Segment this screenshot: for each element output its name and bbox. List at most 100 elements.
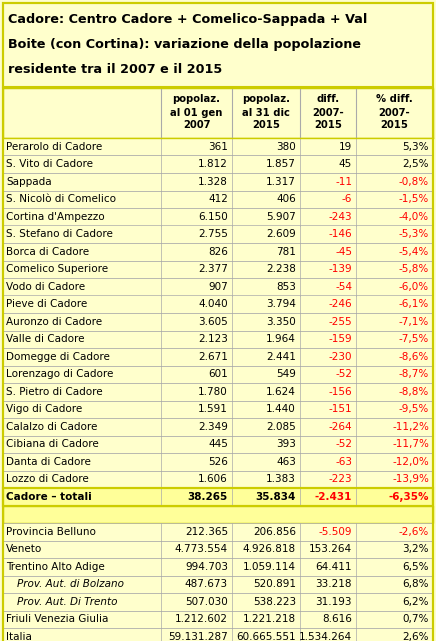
Text: 2.671: 2.671 xyxy=(198,352,228,362)
Bar xyxy=(3,173,433,190)
Bar xyxy=(3,243,433,260)
Bar xyxy=(3,313,433,331)
Text: Vodo di Cadore: Vodo di Cadore xyxy=(6,282,85,292)
Bar xyxy=(3,331,433,348)
Text: 1.383: 1.383 xyxy=(266,474,296,484)
Text: 35.834: 35.834 xyxy=(255,492,296,502)
Text: 2.123: 2.123 xyxy=(198,334,228,344)
Text: -45: -45 xyxy=(335,247,352,257)
Text: popolaz.: popolaz. xyxy=(242,94,290,104)
Text: -159: -159 xyxy=(328,334,352,344)
Text: 31.193: 31.193 xyxy=(316,597,352,607)
Text: Boite (con Cortina): variazione della popolazione: Boite (con Cortina): variazione della po… xyxy=(8,38,361,51)
Text: diff.: diff. xyxy=(317,94,340,104)
Text: 6.150: 6.150 xyxy=(198,212,228,222)
Text: Borca di Cadore: Borca di Cadore xyxy=(6,247,89,257)
Text: 826: 826 xyxy=(208,247,228,257)
Text: 4.926.818: 4.926.818 xyxy=(243,544,296,554)
Text: 3.605: 3.605 xyxy=(198,317,228,327)
Text: -6: -6 xyxy=(342,194,352,204)
Bar xyxy=(3,278,433,296)
Text: Trentino Alto Adige: Trentino Alto Adige xyxy=(6,562,105,572)
Bar xyxy=(3,593,433,610)
Text: 1.591: 1.591 xyxy=(198,404,228,414)
Text: 445: 445 xyxy=(208,439,228,449)
Bar xyxy=(3,576,433,593)
Text: Prov. Aut. di Bolzano: Prov. Aut. di Bolzano xyxy=(17,579,124,589)
Bar xyxy=(3,610,433,628)
Text: -7,1%: -7,1% xyxy=(399,317,429,327)
Text: 2007-: 2007- xyxy=(379,108,410,117)
Text: -4,0%: -4,0% xyxy=(399,212,429,222)
Text: 1.812: 1.812 xyxy=(198,159,228,169)
Text: 2015: 2015 xyxy=(381,121,409,131)
Text: -63: -63 xyxy=(335,457,352,467)
Text: Pieve di Cadore: Pieve di Cadore xyxy=(6,299,87,309)
Text: 520.891: 520.891 xyxy=(253,579,296,589)
Text: -156: -156 xyxy=(328,387,352,397)
Text: -5,4%: -5,4% xyxy=(399,247,429,257)
Text: -5,8%: -5,8% xyxy=(399,264,429,274)
Text: 380: 380 xyxy=(276,142,296,152)
Bar xyxy=(3,506,433,523)
Text: Lozzo di Cadore: Lozzo di Cadore xyxy=(6,474,89,484)
Text: Valle di Cadore: Valle di Cadore xyxy=(6,334,85,344)
Text: 1.328: 1.328 xyxy=(198,177,228,187)
Text: 2,6%: 2,6% xyxy=(402,632,429,641)
Text: Prov. Aut. Di Trento: Prov. Aut. Di Trento xyxy=(17,597,117,607)
Bar xyxy=(3,523,433,540)
Bar xyxy=(3,435,433,453)
Text: 2.609: 2.609 xyxy=(266,229,296,239)
Text: 59.131.287: 59.131.287 xyxy=(168,632,228,641)
Text: 1.440: 1.440 xyxy=(266,404,296,414)
Text: 1.534.264: 1.534.264 xyxy=(299,632,352,641)
Text: Friuli Venezia Giulia: Friuli Venezia Giulia xyxy=(6,614,109,624)
Bar xyxy=(3,418,433,435)
Text: 601: 601 xyxy=(208,369,228,379)
Text: S. Pietro di Cadore: S. Pietro di Cadore xyxy=(6,387,102,397)
Text: -223: -223 xyxy=(328,474,352,484)
Text: 1.624: 1.624 xyxy=(266,387,296,397)
Text: 853: 853 xyxy=(276,282,296,292)
Text: 212.365: 212.365 xyxy=(185,527,228,537)
Text: 2015: 2015 xyxy=(252,121,280,131)
Text: 2.085: 2.085 xyxy=(266,422,296,432)
Text: -8,6%: -8,6% xyxy=(399,352,429,362)
Text: -6,0%: -6,0% xyxy=(399,282,429,292)
Text: 412: 412 xyxy=(208,194,228,204)
Text: -5,3%: -5,3% xyxy=(399,229,429,239)
Text: Sappada: Sappada xyxy=(6,177,51,187)
Bar xyxy=(3,365,433,383)
Text: 153.264: 153.264 xyxy=(309,544,352,554)
Bar xyxy=(3,470,433,488)
Text: 5.907: 5.907 xyxy=(266,212,296,222)
Text: 1.059.114: 1.059.114 xyxy=(243,562,296,572)
Text: 2.349: 2.349 xyxy=(198,422,228,432)
Text: -230: -230 xyxy=(328,352,352,362)
Text: 6,5%: 6,5% xyxy=(402,562,429,572)
Text: -6,1%: -6,1% xyxy=(399,299,429,309)
Bar xyxy=(3,138,433,156)
Bar xyxy=(3,488,433,506)
Text: 6,2%: 6,2% xyxy=(402,597,429,607)
Text: -146: -146 xyxy=(328,229,352,239)
Text: 406: 406 xyxy=(276,194,296,204)
Text: -2,6%: -2,6% xyxy=(399,527,429,537)
Text: Cadore: Centro Cadore + Comelico-Sappada + Val: Cadore: Centro Cadore + Comelico-Sappada… xyxy=(8,13,368,26)
Text: 781: 781 xyxy=(276,247,296,257)
Text: -139: -139 xyxy=(328,264,352,274)
Bar xyxy=(3,88,433,138)
Text: Auronzo di Cadore: Auronzo di Cadore xyxy=(6,317,102,327)
Text: 487.673: 487.673 xyxy=(185,579,228,589)
Text: 4.773.554: 4.773.554 xyxy=(175,544,228,554)
Text: -1,5%: -1,5% xyxy=(399,194,429,204)
Text: Perarolo di Cadore: Perarolo di Cadore xyxy=(6,142,102,152)
Text: -54: -54 xyxy=(335,282,352,292)
Text: 38.265: 38.265 xyxy=(188,492,228,502)
Text: -11,7%: -11,7% xyxy=(392,439,429,449)
Text: -151: -151 xyxy=(328,404,352,414)
Bar xyxy=(3,628,433,641)
Text: -2.431: -2.431 xyxy=(315,492,352,502)
Bar xyxy=(3,383,433,401)
Text: Veneto: Veneto xyxy=(6,544,42,554)
